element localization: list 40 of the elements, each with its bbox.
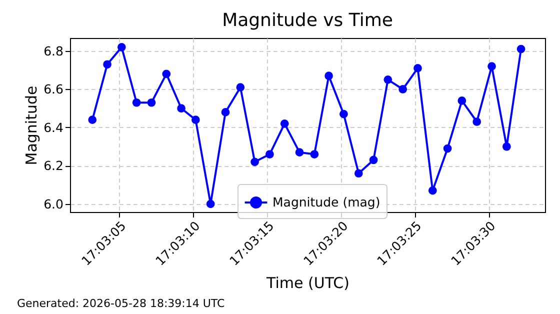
text: Generated: 2026-05-28 18:39:14 UTC <box>17 297 225 310</box>
chart-title: Magnitude vs Time <box>222 10 393 31</box>
point <box>250 158 259 166</box>
point <box>117 43 126 52</box>
point <box>398 85 408 94</box>
point <box>310 150 319 158</box>
y-tick-label: 6.6 <box>44 82 64 97</box>
point <box>516 44 526 54</box>
point <box>191 116 200 124</box>
point <box>488 62 496 70</box>
point <box>502 142 511 151</box>
y-axis-title: Magnitude <box>22 86 41 166</box>
point <box>354 169 363 178</box>
point <box>428 186 437 195</box>
point <box>384 76 392 84</box>
point <box>103 60 112 69</box>
point <box>443 144 452 153</box>
point <box>177 104 186 113</box>
point <box>295 148 304 157</box>
point <box>414 64 422 72</box>
point <box>472 118 482 126</box>
x-axis-title: Time (UTC) <box>266 274 350 292</box>
point <box>369 156 378 164</box>
y-tick-label: 6.4 <box>44 120 64 135</box>
point <box>206 200 215 208</box>
y-tick-label: 6.8 <box>44 44 64 58</box>
point <box>340 110 348 118</box>
point <box>266 150 274 158</box>
point <box>236 83 245 92</box>
y-tick-label: 6.0 <box>44 196 64 212</box>
point <box>162 70 171 78</box>
point <box>221 108 230 116</box>
point <box>88 116 97 124</box>
point <box>147 98 156 107</box>
y-tick-label: 6.2 <box>44 158 64 174</box>
point <box>132 98 141 107</box>
legend-label: Magnitude (mag) <box>272 194 380 210</box>
point <box>324 72 333 80</box>
point <box>458 96 466 105</box>
point <box>280 119 289 128</box>
